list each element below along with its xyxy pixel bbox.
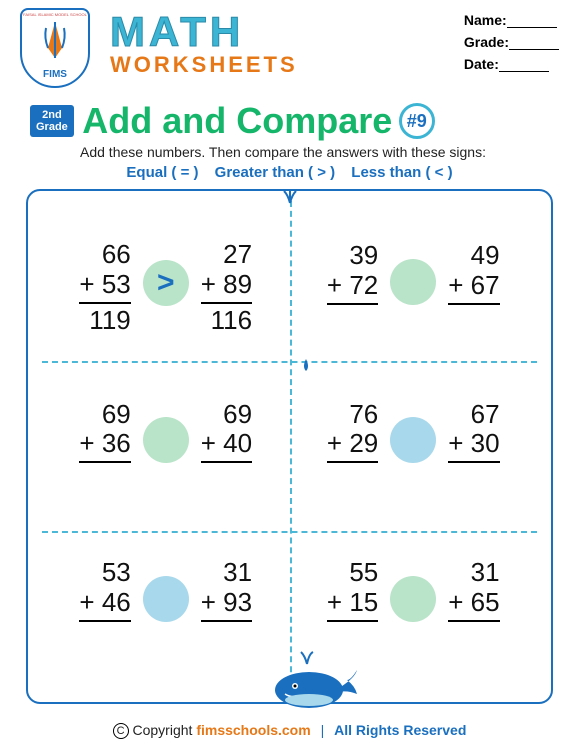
sum[interactable]: [448, 305, 499, 335]
compare-circle[interactable]: [390, 259, 436, 305]
sum[interactable]: [327, 622, 378, 652]
sum[interactable]: 116: [201, 304, 252, 336]
school-logo: FAISAL ISLAMIC MODEL SCHOOL FIMS: [20, 8, 100, 98]
right-addition: 49 + 67: [448, 241, 499, 335]
addend-bottom: + 93: [201, 588, 252, 622]
problem: 39 + 72 49 + 67: [327, 241, 500, 335]
compare-circle[interactable]: [390, 417, 436, 463]
addend-bottom: + 46: [79, 588, 130, 622]
left-addition: 66 + 53 119: [79, 240, 130, 336]
left-addition: 55 + 15: [327, 558, 378, 652]
addend-top: 66: [79, 240, 130, 270]
lesson-title: Add and Compare: [82, 100, 392, 141]
footer-brand: fimsschools.com: [196, 722, 310, 738]
sum[interactable]: 119: [79, 304, 130, 336]
footer-rights: All Rights Reserved: [334, 722, 466, 738]
compare-circle[interactable]: [390, 576, 436, 622]
right-addition: 69 + 40: [201, 400, 252, 494]
addend-bottom: + 67: [448, 271, 499, 305]
legend: Equal ( = ) Greater than ( > ) Less than…: [30, 164, 549, 181]
problem: 76 + 29 67 + 30: [327, 400, 500, 494]
water-splash-icon: [278, 189, 302, 208]
addend-top: 27: [201, 240, 252, 270]
right-addition: 67 + 30: [448, 400, 499, 494]
date-field: Date:: [464, 56, 559, 72]
addend-top: 69: [201, 400, 252, 430]
problem-cell: 39 + 72 49 + 67: [290, 209, 538, 367]
left-addition: 39 + 72: [327, 241, 378, 335]
left-addition: 76 + 29: [327, 400, 378, 494]
compare-circle[interactable]: [143, 417, 189, 463]
addend-top: 76: [327, 400, 378, 430]
addend-top: 53: [79, 558, 130, 588]
copyright-word: Copyright: [133, 722, 193, 738]
whale-icon: [269, 650, 359, 710]
addend-top: 67: [448, 400, 499, 430]
problems-grid: 66 + 53 119 > 27 + 89 116 39 + 72 49 + 6…: [42, 209, 537, 684]
addend-top: 39: [327, 241, 378, 271]
logo-top-text: FAISAL ISLAMIC MODEL SCHOOL: [23, 12, 87, 17]
addend-top: 69: [79, 400, 130, 430]
addend-bottom: + 36: [79, 429, 130, 463]
right-addition: 27 + 89 116: [201, 240, 252, 336]
sheet-number-circle: #9: [399, 103, 435, 139]
addend-bottom: + 15: [327, 588, 378, 622]
sum[interactable]: [79, 622, 130, 652]
sum[interactable]: [327, 463, 378, 493]
left-addition: 53 + 46: [79, 558, 130, 652]
info-fields: Name: Grade: Date:: [464, 12, 559, 78]
sum[interactable]: [201, 622, 252, 652]
problem: 53 + 46 31 + 93: [79, 558, 252, 652]
right-addition: 31 + 93: [201, 558, 252, 652]
grade-blank[interactable]: [509, 49, 559, 50]
copyright-icon: C: [113, 723, 129, 739]
addend-top: 55: [327, 558, 378, 588]
pen-icon: [40, 20, 70, 60]
problems-box: 66 + 53 119 > 27 + 89 116 39 + 72 49 + 6…: [26, 189, 553, 704]
addend-bottom: + 65: [448, 588, 499, 622]
problem-cell: 66 + 53 119 > 27 + 89 116: [42, 209, 290, 367]
name-blank[interactable]: [507, 27, 557, 28]
footer-separator: |: [321, 722, 325, 738]
addend-bottom: + 72: [327, 271, 378, 305]
right-addition: 31 + 65: [448, 558, 499, 652]
footer: C Copyright fimsschools.com | All Rights…: [0, 722, 579, 739]
addend-bottom: + 53: [79, 270, 130, 304]
logo-abbrev: FIMS: [43, 69, 67, 80]
header: FAISAL ISLAMIC MODEL SCHOOL FIMS MATH WO…: [0, 0, 579, 98]
grade-badge: 2nd Grade: [30, 105, 74, 137]
addend-bottom: + 89: [201, 270, 252, 304]
addend-bottom: + 40: [201, 429, 252, 463]
legend-less: Less than ( < ): [351, 164, 452, 181]
addend-top: 31: [201, 558, 252, 588]
instructions: Add these numbers. Then compare the answ…: [80, 144, 549, 160]
problem: 69 + 36 69 + 40: [79, 400, 252, 494]
sum[interactable]: [79, 463, 130, 493]
problem-cell: 76 + 29 67 + 30: [290, 367, 538, 525]
addend-top: 49: [448, 241, 499, 271]
problem: 66 + 53 119 > 27 + 89 116: [79, 240, 252, 336]
legend-equal: Equal ( = ): [126, 164, 198, 181]
left-addition: 69 + 36: [79, 400, 130, 494]
compare-circle[interactable]: >: [143, 260, 189, 306]
sum[interactable]: [448, 463, 499, 493]
legend-greater: Greater than ( > ): [215, 164, 335, 181]
subheader: 2nd Grade Add and Compare #9 Add these n…: [0, 98, 579, 181]
date-blank[interactable]: [499, 71, 549, 72]
addend-top: 31: [448, 558, 499, 588]
problem-cell: 69 + 36 69 + 40: [42, 367, 290, 525]
sum[interactable]: [327, 305, 378, 335]
grade-field: Grade:: [464, 34, 559, 50]
addend-bottom: + 29: [327, 429, 378, 463]
problem-cell: 53 + 46 31 + 93: [42, 526, 290, 684]
sum[interactable]: [201, 463, 252, 493]
problem: 55 + 15 31 + 65: [327, 558, 500, 652]
name-field: Name:: [464, 12, 559, 28]
compare-circle[interactable]: [143, 576, 189, 622]
sum[interactable]: [448, 622, 499, 652]
addend-bottom: + 30: [448, 429, 499, 463]
